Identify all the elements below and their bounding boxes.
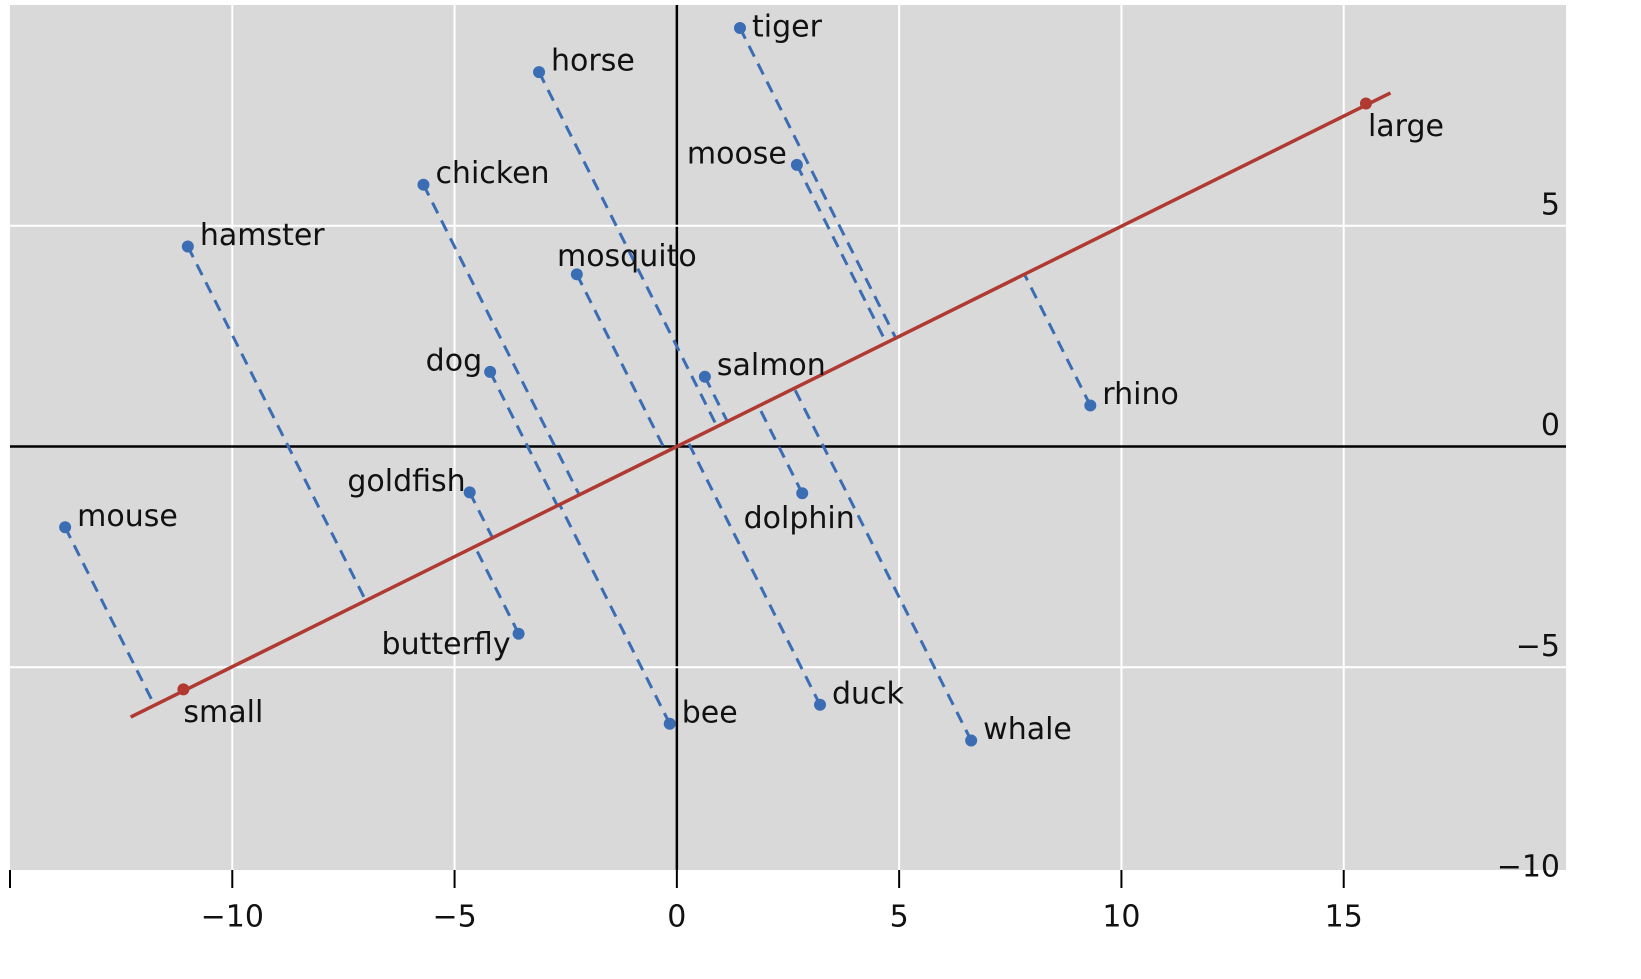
point-label: goldfish <box>347 464 465 499</box>
point <box>1359 97 1372 110</box>
point <box>965 734 978 747</box>
point-label: salmon <box>717 348 826 383</box>
x-tick-label: 5 <box>890 900 909 935</box>
projection-line <box>792 387 973 742</box>
point-label: dolphin <box>744 501 855 536</box>
point <box>177 683 190 696</box>
point <box>733 21 746 34</box>
point <box>417 178 430 191</box>
projection-line <box>738 27 898 339</box>
point <box>698 370 711 383</box>
point <box>1084 399 1097 412</box>
point <box>181 240 194 253</box>
x-tick-label: 15 <box>1325 900 1363 935</box>
projection-line <box>468 491 494 539</box>
point-label: small <box>183 695 263 730</box>
projection-line <box>422 184 581 496</box>
point-label: whale <box>983 712 1072 747</box>
projection-line <box>703 376 729 423</box>
point-label: chicken <box>435 156 549 191</box>
point <box>790 158 803 171</box>
point <box>512 627 525 640</box>
point-label: rhino <box>1102 377 1179 412</box>
point <box>814 698 827 711</box>
y-tick-label: 0 <box>1541 408 1560 443</box>
projection-line <box>63 526 156 706</box>
projection-line <box>795 164 888 344</box>
projection-line <box>757 405 804 494</box>
point <box>663 717 676 730</box>
point <box>59 521 72 534</box>
projection-line <box>686 440 822 706</box>
point <box>463 486 476 499</box>
point-label: mosquito <box>557 239 697 274</box>
projection-axis <box>129 91 1392 719</box>
projection-line <box>186 245 368 602</box>
x-tick-label: −5 <box>432 900 476 935</box>
point-label: large <box>1368 109 1444 144</box>
point <box>533 66 546 79</box>
x-tick-label: −10 <box>201 900 264 935</box>
y-tick-label: −10 <box>1497 850 1560 885</box>
point-label: mouse <box>77 499 178 534</box>
projection-line <box>537 71 719 428</box>
y-tick-label: −5 <box>1516 629 1560 664</box>
projection-line <box>488 371 559 507</box>
projection-line <box>1023 273 1092 407</box>
point-label: dog <box>426 343 482 378</box>
point-label: horse <box>551 44 635 79</box>
point-label: hamster <box>200 218 325 253</box>
point <box>484 365 497 378</box>
point-label: tiger <box>752 9 823 44</box>
point-label: bee <box>682 695 738 730</box>
x-tick-label: 0 <box>667 900 686 935</box>
projection-line <box>473 545 520 635</box>
projection-line <box>575 273 668 453</box>
point-label: duck <box>832 676 905 711</box>
x-tick-label: 10 <box>1102 900 1140 935</box>
point <box>570 268 583 281</box>
point <box>796 487 809 500</box>
point-label: butterfly <box>382 627 511 662</box>
projection-line <box>558 503 672 725</box>
y-tick-label: 5 <box>1541 187 1560 222</box>
point-label: moose <box>687 136 787 171</box>
plot-area <box>10 5 1566 870</box>
